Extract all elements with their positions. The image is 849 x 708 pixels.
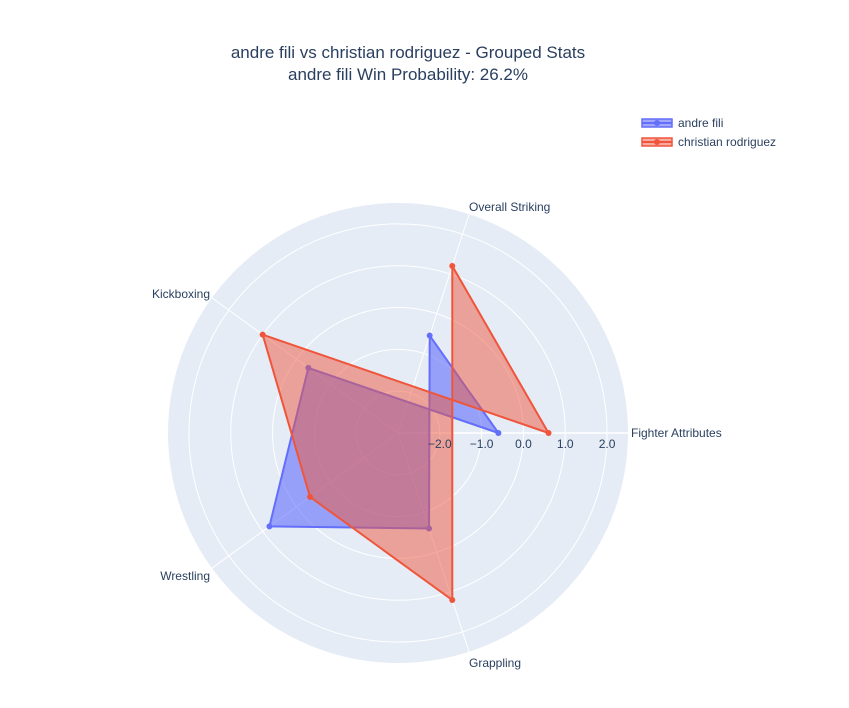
legend-label[interactable]: andre fili (678, 116, 723, 130)
chart-title: andre fili vs christian rodriguez - Grou… (231, 43, 585, 62)
radial-tick-label: 2.0 (599, 437, 616, 451)
chart-subtitle: andre fili Win Probability: 26.2% (288, 65, 528, 84)
data-point[interactable] (426, 332, 433, 339)
series-layer (259, 262, 552, 604)
legend[interactable]: andre fili christian rodriguez (641, 116, 776, 149)
radial-tick-label: 0.0 (515, 437, 532, 451)
radial-tick-labels: −2.0 −1.0 0.0 1.0 2.0 (428, 437, 616, 451)
category-label: Grappling (469, 656, 521, 670)
data-point[interactable] (307, 493, 314, 500)
series-area[interactable] (261, 262, 551, 602)
category-label: Wrestling (160, 569, 210, 583)
category-label: Kickboxing (152, 287, 210, 301)
category-label: Fighter Attributes (631, 426, 722, 440)
category-labels: Fighter Attributes Overall Striking Grappl… (152, 200, 722, 670)
data-point[interactable] (259, 331, 266, 338)
legend-label[interactable]: christian rodriguez (678, 135, 776, 149)
legend-marker (654, 120, 660, 126)
radial-tick-label: −2.0 (428, 437, 452, 451)
data-point[interactable] (449, 597, 456, 604)
radial-tick-label: −1.0 (470, 437, 494, 451)
radial-tick-label: 1.0 (557, 437, 574, 451)
data-point[interactable] (449, 262, 456, 269)
category-label: Overall Striking (469, 200, 550, 214)
data-point[interactable] (495, 430, 502, 436)
data-point[interactable] (266, 523, 273, 530)
data-point[interactable] (545, 430, 552, 436)
legend-marker (654, 139, 660, 145)
